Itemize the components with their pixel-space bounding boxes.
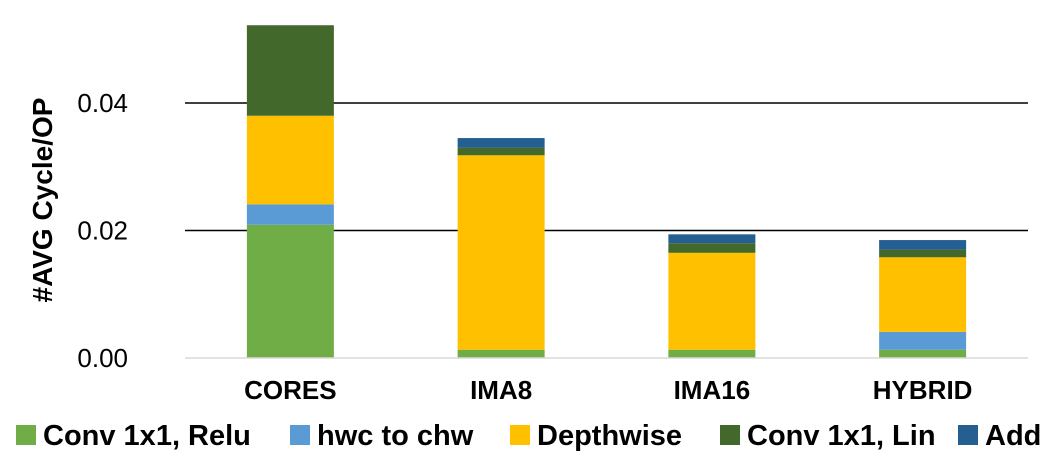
- bar-cores-depthwise: [246, 115, 334, 205]
- legend-label: hwc to chw: [317, 420, 474, 452]
- legend: Conv 1x1, Relu hwc to chw Depthwise Conv 1x…: [16, 420, 1041, 452]
- y-axis-label: #AVG Cycle/OP: [27, 98, 58, 303]
- bar-ima16-add: [668, 234, 756, 244]
- bar-ima8-conv-1x1-relu: [457, 349, 545, 358]
- legend-label: Depthwise: [537, 420, 682, 452]
- bar-hybrid-hwc-to-chw: [879, 331, 967, 350]
- bar-cores-conv-1x1-lin: [246, 25, 334, 116]
- bar-cores-hwc-to-chw: [246, 204, 334, 225]
- bar-ima16-depthwise: [668, 252, 756, 350]
- bar-hybrid-add: [879, 240, 967, 250]
- legend-swatch: [720, 425, 740, 445]
- legend-swatch: [958, 425, 978, 445]
- bar-hybrid-depthwise: [879, 257, 967, 332]
- x-tick-label: IMA16: [674, 375, 751, 405]
- bar-hybrid-conv-1x1-relu: [879, 349, 967, 358]
- bar-ima8-add: [457, 138, 545, 148]
- legend-label: Conv 1x1, Relu: [43, 420, 251, 452]
- legend-swatch: [290, 425, 310, 445]
- bar-ima16-conv-1x1-lin: [668, 243, 756, 253]
- y-tick-label: 0.02: [77, 216, 128, 246]
- x-tick-label: CORES: [244, 375, 336, 405]
- bar-cores-conv-1x1-relu: [246, 224, 334, 358]
- x-tick-label: IMA8: [470, 375, 532, 405]
- bar-ima8-conv-1x1-lin: [457, 147, 545, 156]
- legend-swatch: [510, 425, 530, 445]
- bar-ima8-depthwise: [457, 155, 545, 350]
- legend-swatch: [16, 425, 36, 445]
- x-tick-label: HYBRID: [873, 375, 973, 405]
- legend-label: Add: [985, 420, 1041, 452]
- legend-label: Conv 1x1, Lin: [747, 420, 936, 452]
- bar-hybrid-conv-1x1-lin: [879, 249, 967, 258]
- bars: [246, 25, 967, 358]
- y-tick-label: 0.04: [77, 88, 128, 118]
- y-tick-label: 0.00: [77, 343, 128, 373]
- bar-ima16-conv-1x1-relu: [668, 349, 756, 358]
- axes: 0.00 0.02 0.04 #AVG Cycle/OP CORES IMA8 IMA16 H…: [27, 88, 1028, 405]
